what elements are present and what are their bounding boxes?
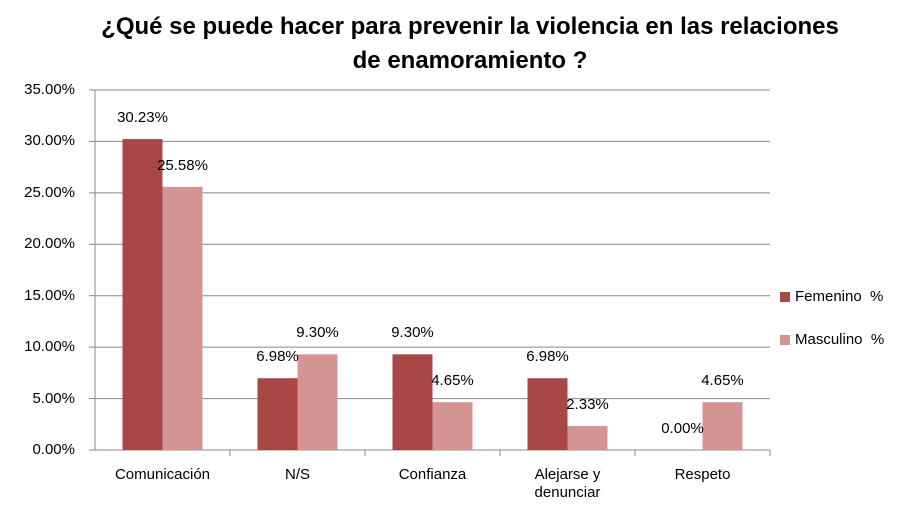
data-label: 0.00% (661, 420, 704, 437)
bar (297, 354, 338, 450)
y-tick-label: 10.00% (24, 338, 75, 356)
bar (257, 378, 298, 450)
legend-label: Masculino % (795, 331, 885, 348)
data-label: 30.23% (117, 109, 168, 127)
data-label: 4.65% (431, 372, 474, 390)
bar (162, 186, 203, 451)
legend-swatch (780, 335, 790, 345)
data-label: 2.33% (566, 396, 609, 414)
bar (392, 354, 433, 450)
y-tick-label: 20.00% (24, 235, 75, 253)
x-tick-label: Respeto (674, 466, 731, 483)
legend-swatch (780, 292, 790, 302)
y-tick-label: 15.00% (24, 286, 75, 304)
bar (432, 402, 473, 450)
chart-title: ¿Qué se puede hacer para prevenir la vio… (101, 13, 839, 74)
bar (567, 426, 608, 450)
data-label: 9.30% (391, 324, 434, 342)
y-tick-label: 5.00% (32, 389, 75, 407)
x-tick-label: Alejarse y denunciar (534, 466, 601, 501)
x-tick-label: N/S (284, 466, 310, 483)
data-label: 25.58% (157, 156, 208, 174)
legend-label: Femenino % (795, 288, 884, 305)
y-tick-label: 35.00% (24, 81, 75, 98)
bar (122, 139, 163, 450)
x-tick-label: Confianza (398, 466, 467, 483)
y-tick-label: 0.00% (32, 441, 75, 458)
data-label: 4.65% (701, 372, 744, 390)
x-tick-label: Comunicación (114, 466, 211, 483)
bar (527, 378, 568, 450)
data-label: 9.30% (296, 324, 339, 342)
data-label: 6.98% (526, 348, 569, 366)
y-tick-label: 25.00% (24, 183, 75, 201)
y-tick-label: 30.00% (24, 132, 75, 150)
bar (702, 402, 743, 450)
data-label: 6.98% (256, 348, 299, 366)
